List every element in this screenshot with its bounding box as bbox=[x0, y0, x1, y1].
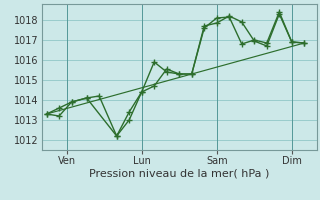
X-axis label: Pression niveau de la mer( hPa ): Pression niveau de la mer( hPa ) bbox=[89, 168, 269, 178]
